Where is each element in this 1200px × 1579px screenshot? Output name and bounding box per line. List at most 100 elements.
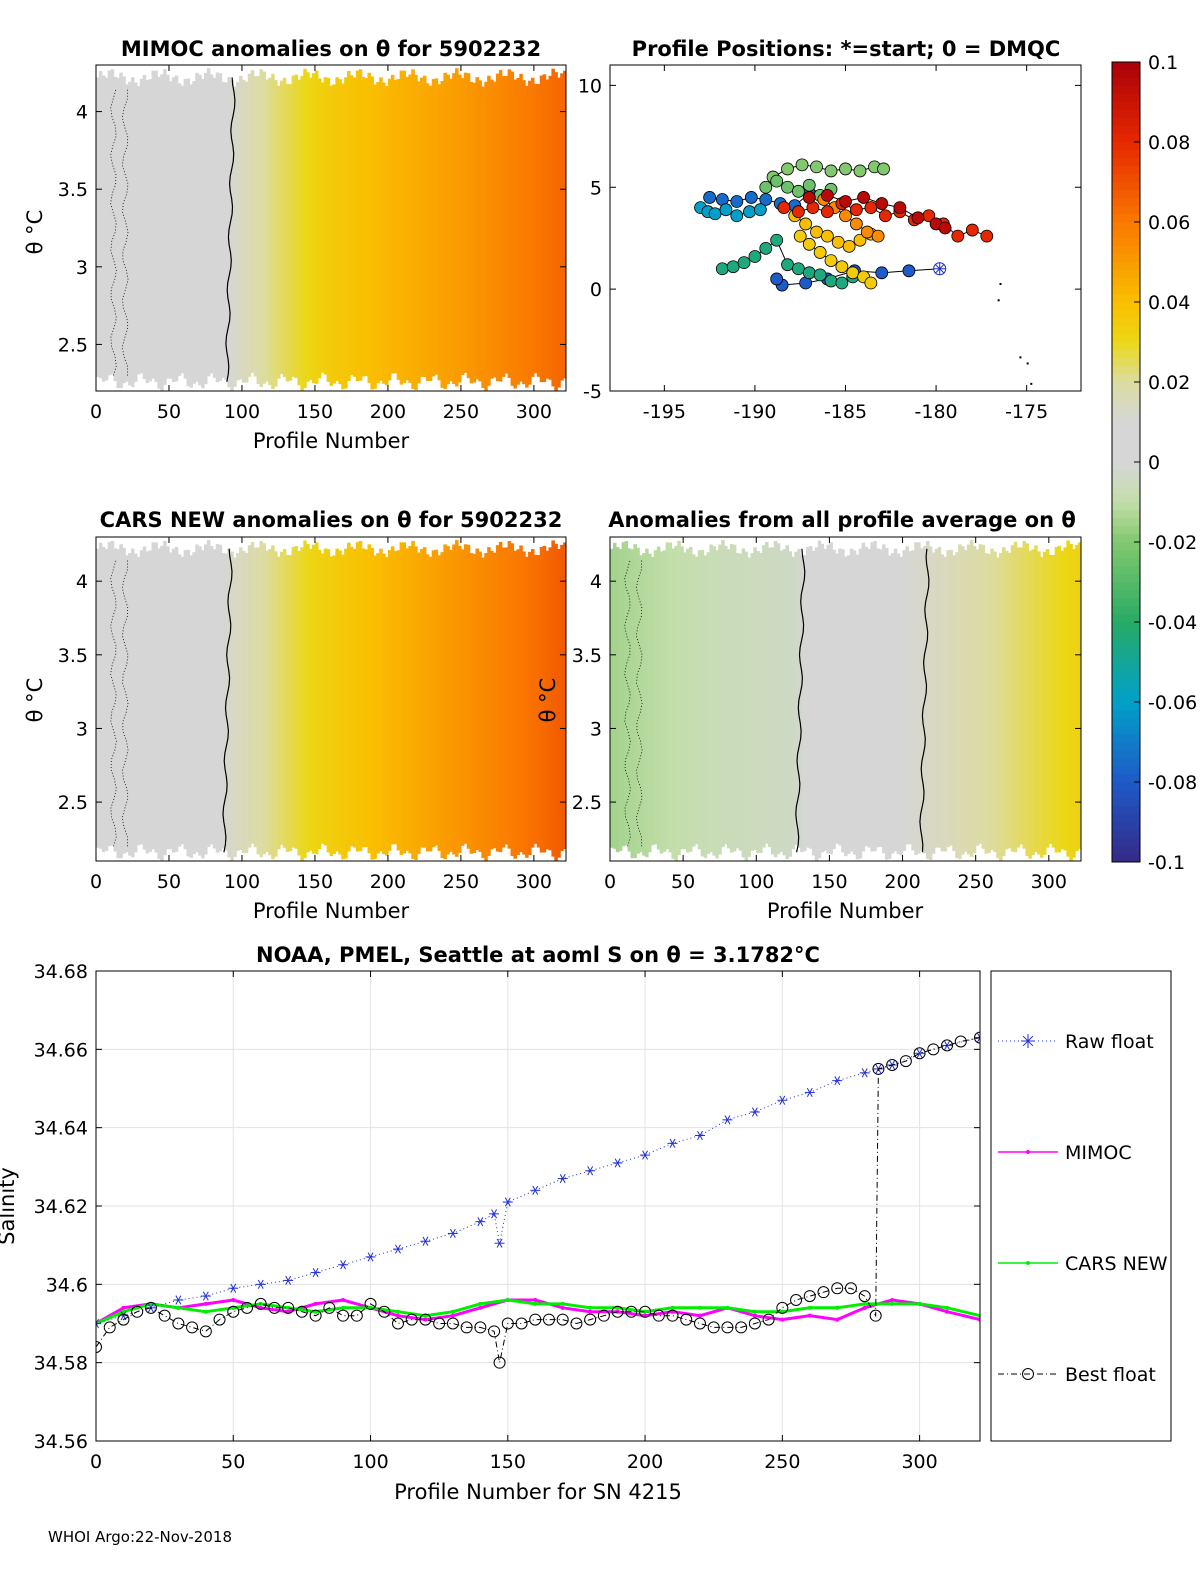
heatmap-column [285, 554, 290, 852]
best-float-point [625, 1305, 638, 1318]
salinity-grid [95, 970, 980, 1442]
heatmap-column [119, 544, 123, 859]
colorbar-step [1112, 246, 1140, 255]
heatmap-column [425, 554, 430, 852]
mimoc-ticks: 0 50 100 150 200 250 300 2.5 3 3.5 4 [58, 65, 566, 423]
heatmap-column [727, 549, 731, 849]
heatmap-column [1004, 550, 1009, 850]
profile-position-point [835, 260, 849, 274]
positions-ticks: -195 -190 -185 -180 -175 -5 0 5 10 [578, 65, 1081, 423]
colorbar-step [1112, 262, 1140, 271]
heatmap-column [481, 86, 485, 388]
heatmap-column [528, 551, 532, 855]
heatmap-column [329, 556, 334, 857]
heatmap-column [116, 77, 120, 389]
profile-position-point [813, 246, 827, 259]
colorbar-step [1112, 798, 1140, 807]
heatmap-column [770, 547, 775, 855]
series-point-cars-new [505, 1298, 510, 1302]
heatmap-column [963, 550, 968, 852]
x-tick-label: 0 [90, 1451, 102, 1473]
salinity-legend: Raw float MIMOC CARS NEW Best float [990, 970, 1172, 1442]
heatmap-column [101, 546, 106, 853]
heatmap-column [209, 74, 214, 374]
land-speck [1030, 382, 1033, 385]
heatmap-column [987, 553, 991, 853]
heatmap-column [352, 548, 357, 848]
heatmap-column [650, 557, 655, 846]
best-float-point [844, 1282, 857, 1295]
heatmap-column [472, 82, 477, 383]
best-float-point [405, 1313, 418, 1326]
heatmap-column [498, 70, 503, 382]
heatmap-column [560, 544, 564, 852]
heatmap-column [271, 73, 275, 390]
heatmap-column [914, 542, 918, 855]
heatmap-column [250, 542, 255, 844]
colorbar-step [1112, 510, 1140, 519]
profile-position-point [857, 191, 871, 204]
colorbar-step [1112, 830, 1140, 839]
heatmap-column [437, 555, 442, 851]
heatmap-column [525, 556, 529, 858]
profile-position-point [835, 276, 849, 290]
heatmap-column [791, 556, 795, 850]
x-tick-label: 50 [157, 871, 181, 893]
heatmap-column [449, 78, 453, 382]
heatmap-column [399, 542, 404, 855]
heatmap-column [835, 553, 839, 844]
heatmap-column [443, 72, 447, 389]
x-tick-label: -180 [915, 401, 958, 423]
series-point-mimoc [835, 1317, 840, 1322]
heatmap-column [469, 553, 474, 854]
heatmap-column [168, 552, 173, 850]
x-tick-label: 100 [352, 1451, 388, 1473]
colorbar-step [1112, 654, 1140, 663]
colorbar-step [1112, 550, 1140, 559]
profile-position-point [802, 178, 816, 192]
raw-float-point [491, 1209, 498, 1219]
heatmap-column [858, 548, 863, 859]
profile-position-point [846, 266, 860, 280]
heatmap-column [177, 554, 182, 847]
heatmap-column [116, 549, 120, 859]
heatmap-column [110, 69, 115, 375]
heatmap-column [180, 85, 185, 374]
x-tick-label: -185 [824, 401, 867, 423]
profile-position-point [810, 160, 823, 174]
raw-float-point [120, 1311, 127, 1321]
heatmap-column [1045, 549, 1050, 848]
profile-position-point [831, 235, 845, 249]
heatmap-column [525, 85, 529, 388]
colorbar-step [1112, 206, 1140, 215]
mimoc-ylabel: θ °C [23, 210, 47, 255]
profile-position-point [824, 274, 838, 288]
legend-label: Raw float [1065, 1031, 1154, 1053]
heatmap-column [516, 77, 520, 385]
heatmap-column [414, 546, 418, 860]
heatmap-column [612, 542, 617, 849]
heatmap-column [206, 540, 211, 848]
heatmap-column [344, 77, 348, 389]
series-point-mimoc [945, 1309, 950, 1314]
heatmap-column [201, 550, 205, 859]
colorbar-step [1112, 542, 1140, 551]
x-tick-label: 0 [604, 871, 616, 893]
raw-float-point [285, 1275, 292, 1285]
profile-position-point [824, 254, 838, 268]
heatmap-column [218, 544, 223, 852]
profile-position-point [849, 203, 863, 217]
heatmap-column [151, 542, 155, 850]
best-float-point [556, 1313, 569, 1326]
heatmap-column [163, 69, 167, 385]
heatmap-column [297, 550, 301, 856]
series-point-mimoc [890, 1298, 895, 1302]
x-tick-label: 150 [811, 871, 847, 893]
profile-position-point [802, 266, 816, 280]
heatmap-column [864, 546, 869, 847]
profile-position-point [737, 256, 751, 270]
heatmap-column [364, 78, 369, 377]
colorbar-step [1112, 166, 1140, 175]
heatmap-column [265, 550, 269, 853]
profile-position-point [792, 205, 805, 219]
